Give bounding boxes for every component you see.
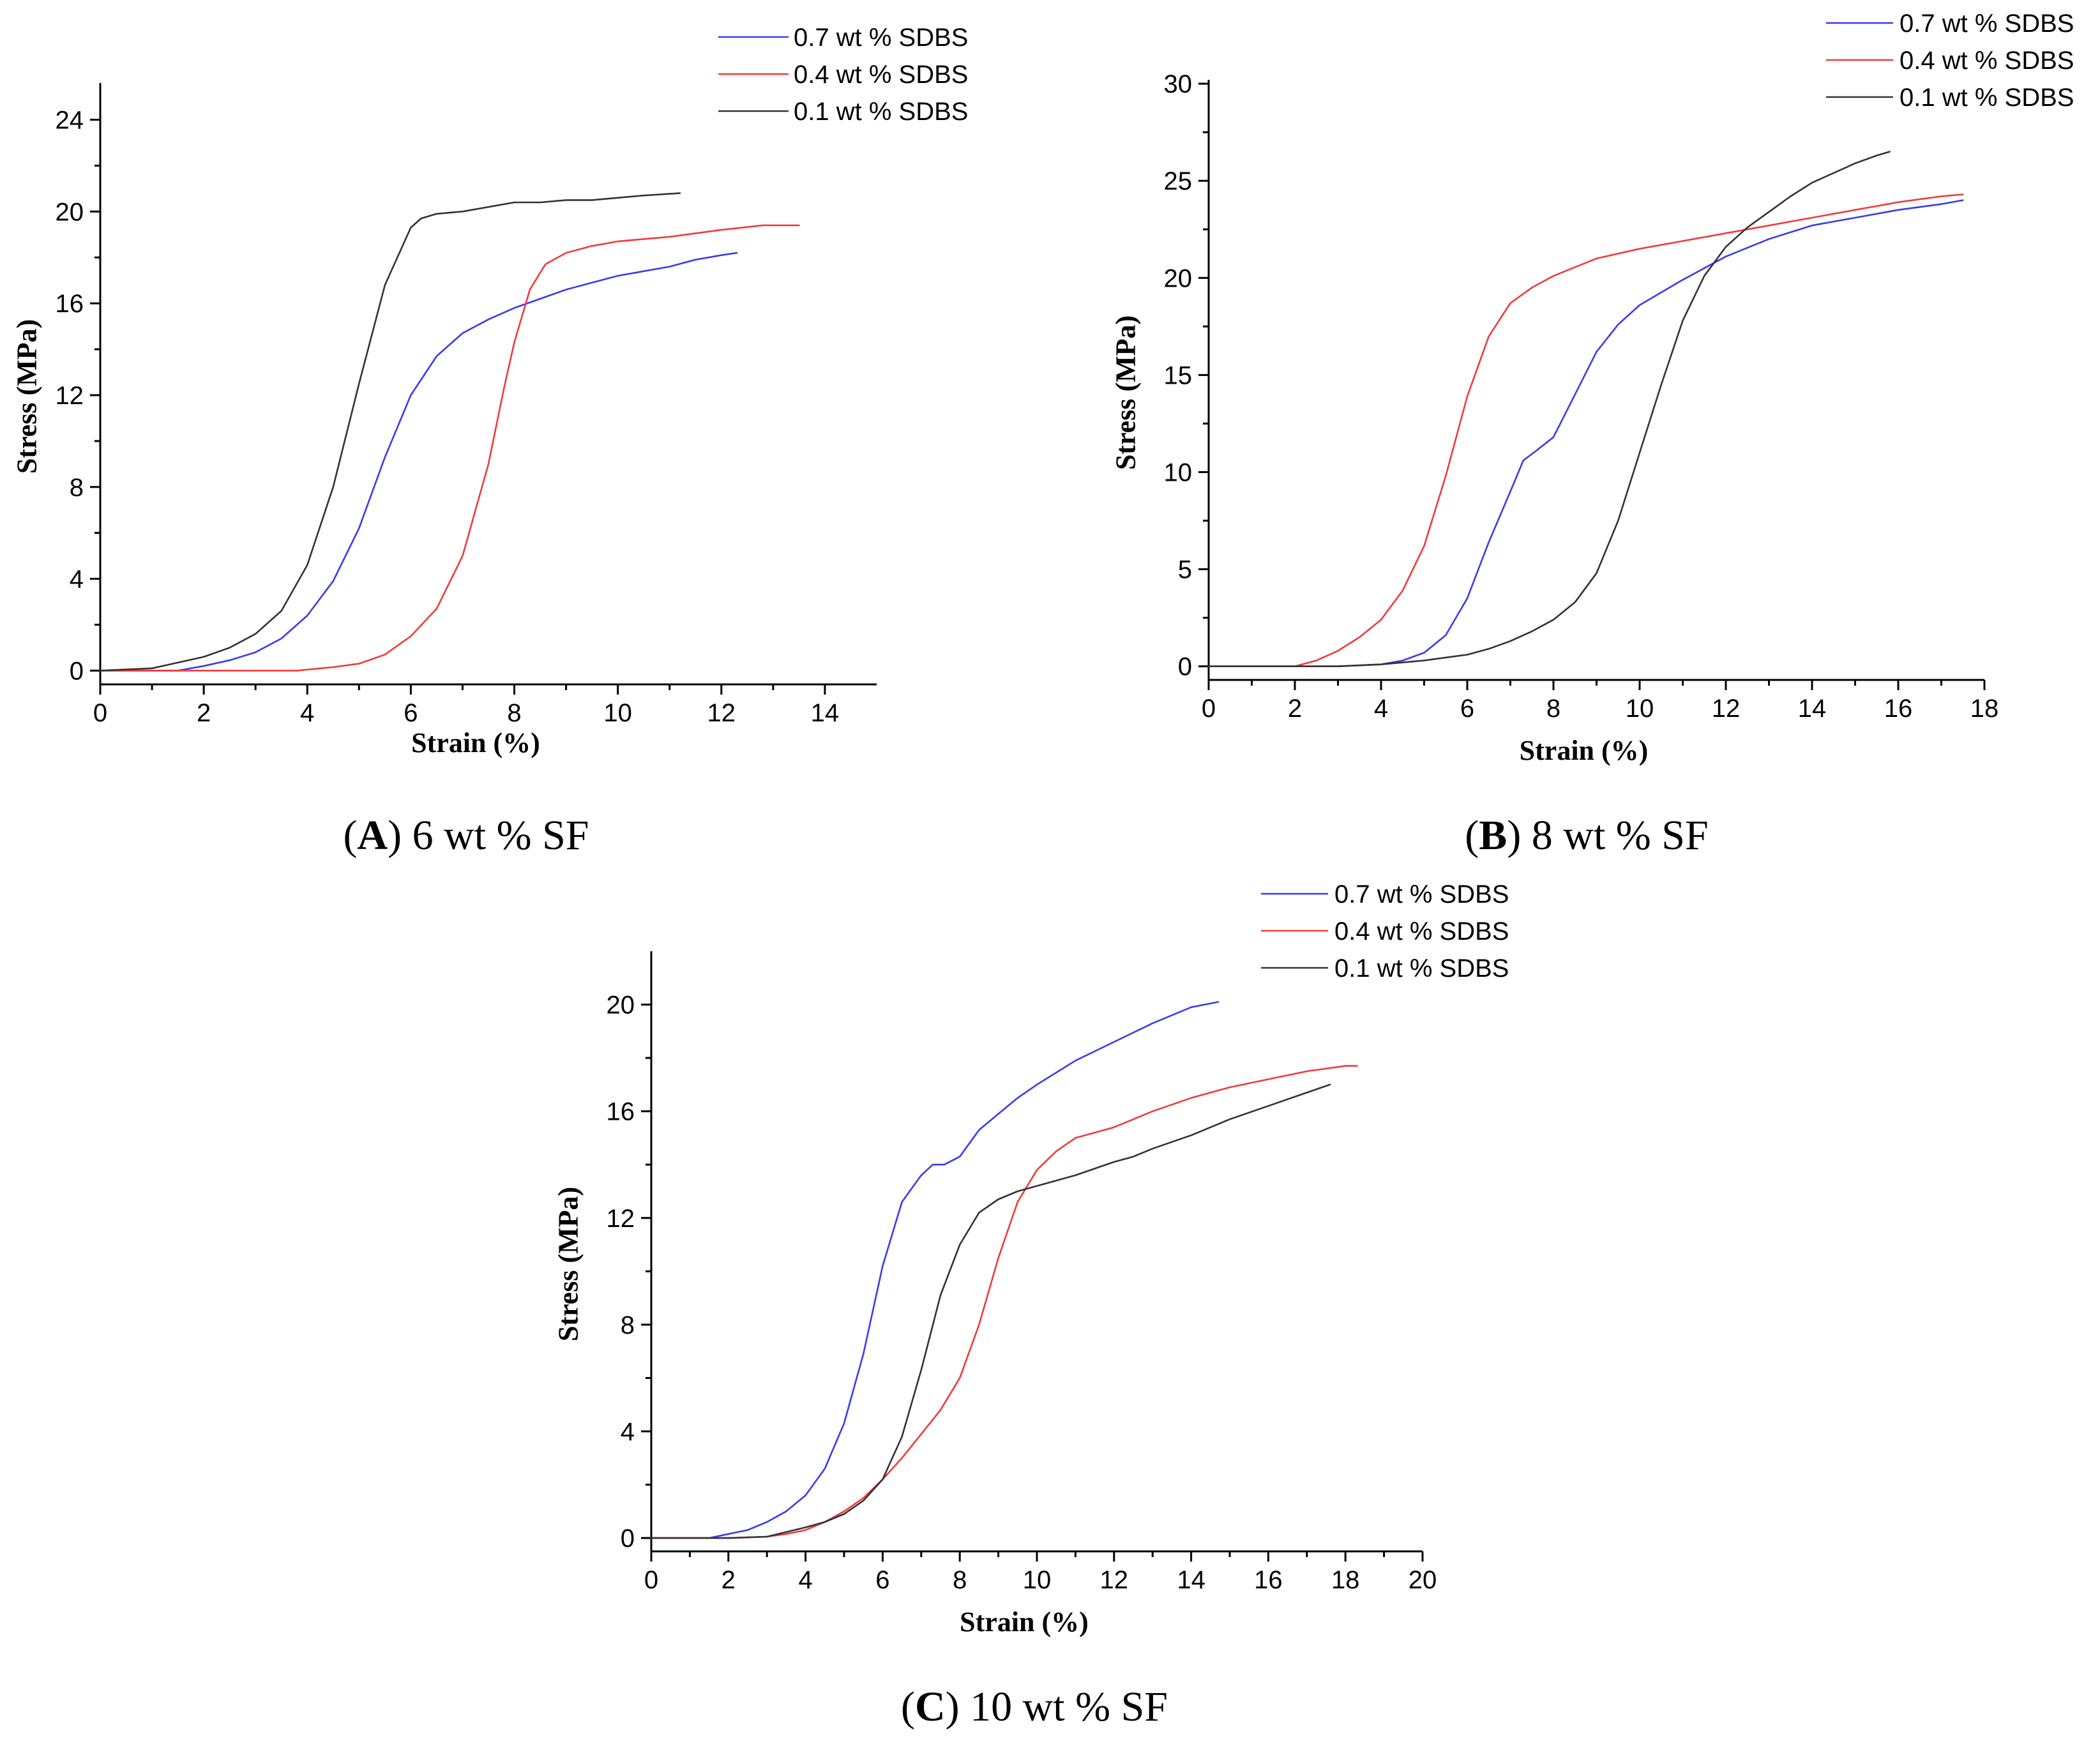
x-tick-label: 0: [644, 1566, 658, 1594]
y-tick-label: 24: [56, 107, 84, 135]
y-tick-label: 12: [56, 382, 84, 410]
y-tick-label: 0: [1178, 653, 1192, 681]
x-tick-label: 2: [197, 699, 211, 727]
y-tick-label: 8: [621, 1311, 635, 1339]
y-tick-label: 20: [607, 991, 635, 1020]
y-tick-label: 25: [1164, 167, 1193, 195]
x-tick-label: 6: [404, 699, 418, 727]
x-tick-label: 0: [1202, 695, 1216, 723]
x-tick-label: 12: [1100, 1566, 1129, 1594]
legend-label: 0.7 wt % SDBS: [794, 24, 968, 52]
x-tick-label: 8: [507, 699, 521, 727]
caption-text: 10 wt % SF: [970, 1684, 1168, 1730]
y-tick-label: 12: [607, 1205, 635, 1233]
y-tick-label: 0: [70, 657, 84, 685]
x-tick-label: 14: [1798, 695, 1827, 723]
caption-text: 8 wt % SF: [1532, 812, 1709, 859]
x-tick-label: 4: [1374, 695, 1388, 723]
y-tick-label: 16: [56, 290, 84, 318]
y-axis-title: Stress (MPa): [553, 1187, 584, 1341]
legend-label: 0.1 wt % SDBS: [1334, 954, 1509, 983]
x-tick-label: 10: [603, 699, 632, 727]
x-tick-label: 14: [811, 699, 840, 727]
x-tick-label: 2: [1288, 695, 1302, 723]
caption-text: 6 wt % SF: [412, 812, 589, 859]
series-line-0-7-wt-sdbs: [650, 1001, 1220, 1539]
x-tick-label: 16: [1884, 695, 1913, 723]
legend-label: 0.4 wt % SDBS: [794, 61, 968, 89]
x-tick-label: 12: [707, 699, 736, 727]
caption-letter: B: [1479, 812, 1507, 859]
x-tick-label: 20: [1409, 1566, 1437, 1594]
caption-letter: C: [915, 1684, 946, 1730]
series-line-0-7-wt-sdbs: [1207, 199, 1964, 667]
y-tick-label: 20: [56, 198, 84, 226]
series-line-0-1-wt-sdbs: [99, 192, 681, 672]
y-axis-title: Stress (MPa): [1110, 315, 1142, 470]
caption-close-paren: ): [388, 812, 412, 859]
x-tick-label: 6: [875, 1566, 889, 1594]
caption-open-paren: (: [1465, 812, 1479, 859]
y-tick-label: 0: [621, 1525, 635, 1553]
caption-close-paren: ): [1507, 812, 1531, 859]
series-line-0-1-wt-sdbs: [650, 1083, 1331, 1539]
x-tick-label: 2: [721, 1566, 736, 1594]
x-tick-label: 14: [1177, 1566, 1205, 1594]
y-tick-label: 30: [1164, 70, 1193, 98]
x-tick-label: 18: [1970, 695, 1999, 723]
x-axis-title: Strain (%): [1520, 735, 1649, 766]
y-tick-label: 4: [621, 1418, 635, 1446]
x-tick-label: 10: [1626, 695, 1654, 723]
legend-label: 0.4 wt % SDBS: [1334, 917, 1509, 946]
y-tick-label: 10: [1164, 458, 1193, 486]
x-tick-label: 4: [300, 699, 314, 727]
y-tick-label: 4: [70, 566, 84, 594]
y-axis-title: Stress (MPa): [11, 319, 43, 474]
y-tick-label: 16: [607, 1098, 635, 1126]
caption-open-paren: (: [343, 812, 357, 859]
series-line-0-4-wt-sdbs: [99, 224, 800, 672]
x-axis-title: Strain (%): [411, 727, 540, 758]
y-tick-label: 8: [70, 474, 84, 502]
x-tick-label: 10: [1023, 1566, 1052, 1594]
chart-panel-b: 0 2 4 6 8 10 12 14 16 18 0 5 10 15 20 25 30 Strain (%) Str…: [1110, 10, 2074, 859]
series-line-0-7-wt-sdbs: [99, 252, 738, 672]
x-tick-label: 6: [1460, 695, 1474, 723]
series-line-0-4-wt-sdbs: [650, 1065, 1358, 1539]
y-tick-label: 5: [1178, 556, 1192, 584]
series-line-0-1-wt-sdbs: [1207, 151, 1891, 667]
x-tick-label: 8: [953, 1566, 967, 1594]
x-tick-label: 12: [1712, 695, 1741, 723]
chart-panel-c: 0 2 4 6 8 10 12 14 16 18 20 0 4 8 12 16 20 Strain (%) Stre…: [553, 880, 1509, 1730]
panel-caption: (B) 8 wt % SF: [1465, 812, 1708, 859]
legend-label: 0.1 wt % SDBS: [1900, 84, 2074, 112]
x-tick-label: 18: [1331, 1566, 1360, 1594]
legend-label: 0.4 wt % SDBS: [1900, 47, 2074, 75]
panel-caption: (A) 6 wt % SF: [343, 812, 589, 859]
series-line-0-4-wt-sdbs: [1207, 193, 1964, 667]
x-tick-label: 0: [93, 699, 107, 727]
legend-label: 0.7 wt % SDBS: [1900, 10, 2074, 38]
legend-label: 0.1 wt % SDBS: [794, 98, 968, 126]
caption-close-paren: ): [946, 1684, 970, 1730]
x-axis-title: Strain (%): [960, 1606, 1089, 1638]
x-tick-label: 4: [798, 1566, 812, 1594]
legend-label: 0.7 wt % SDBS: [1334, 880, 1509, 908]
caption-letter: A: [357, 812, 388, 859]
panel-caption: (C) 10 wt % SF: [901, 1684, 1168, 1730]
caption-open-paren: (: [901, 1684, 915, 1730]
y-tick-label: 15: [1164, 361, 1193, 389]
x-tick-label: 16: [1254, 1566, 1283, 1594]
y-tick-label: 20: [1164, 264, 1193, 292]
x-tick-label: 8: [1546, 695, 1560, 723]
